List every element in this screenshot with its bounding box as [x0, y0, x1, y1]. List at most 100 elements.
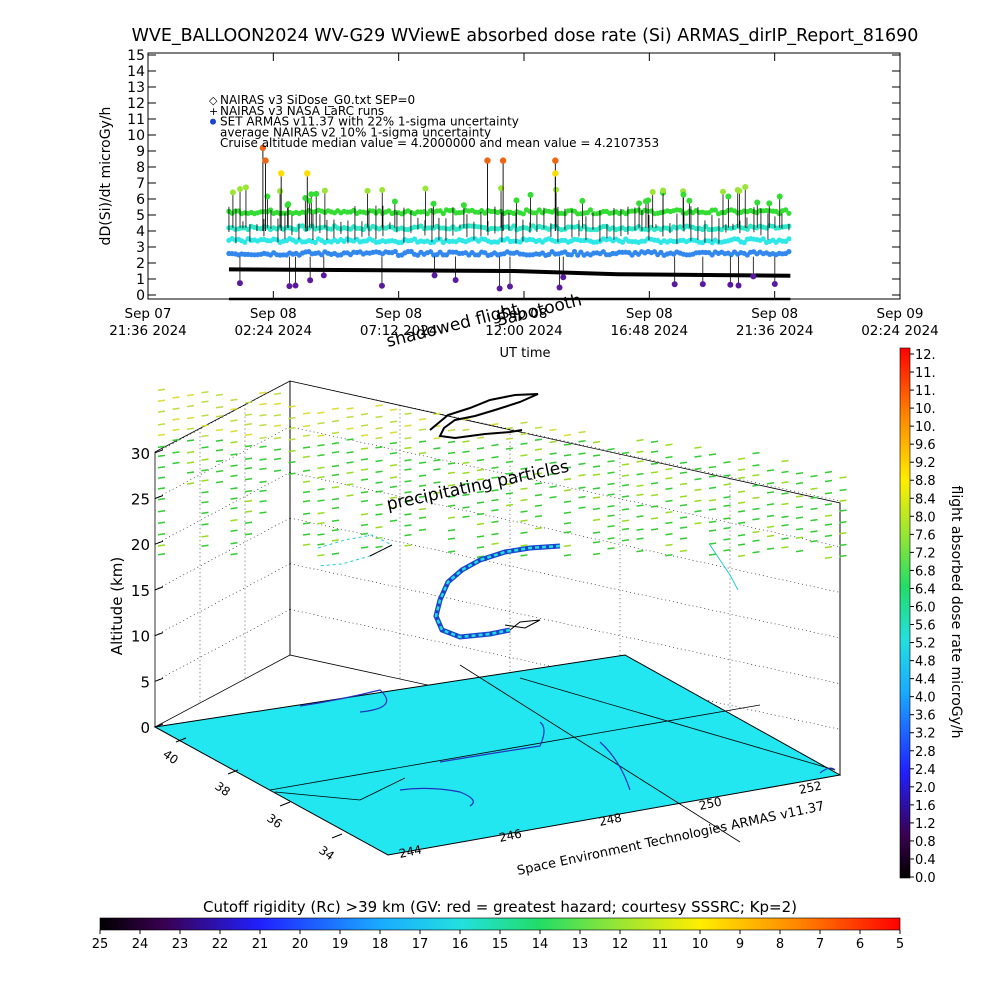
particle-dash — [578, 506, 586, 510]
particle-dash — [781, 470, 789, 474]
particle-dash — [476, 522, 485, 526]
particle-dash — [447, 471, 456, 475]
particle-dash — [215, 405, 224, 409]
particle-dash — [476, 501, 485, 504]
particle-dash — [186, 482, 195, 485]
particle-dash — [230, 398, 238, 402]
particle-dash — [636, 438, 644, 442]
particle-dash — [259, 445, 267, 448]
particle-dash — [781, 537, 789, 540]
dose-colorbar-tick-label: 6.4 — [915, 582, 936, 597]
particle-dash — [433, 458, 441, 462]
particle-dash — [215, 414, 224, 418]
particle-dash — [433, 436, 441, 440]
particle-dash — [679, 482, 688, 486]
dose-point — [660, 187, 667, 194]
dose-point — [742, 184, 749, 191]
particle-dash — [810, 518, 818, 522]
dose-colorbar-tick-label: 6.8 — [915, 564, 936, 579]
legend: ◇ NAIRAS v3 SiDose_G0.txt SEP=0+ NAIRAS v3… — [209, 93, 659, 150]
particle-dash — [563, 453, 572, 457]
particle-dash — [592, 440, 601, 444]
dose-point — [649, 189, 656, 196]
particle-dash — [491, 423, 499, 426]
particle-dash — [418, 516, 427, 520]
particle-dash — [491, 455, 499, 459]
particle-dash — [259, 500, 267, 503]
particle-dash — [288, 449, 296, 453]
particle-dash — [694, 488, 702, 492]
z-tick-label: 20 — [131, 536, 150, 554]
particle-dash — [273, 448, 282, 451]
dose-point — [744, 226, 750, 232]
nairas-dose-line — [228, 267, 791, 278]
particle-dash — [331, 552, 340, 556]
particle-dash — [230, 487, 238, 490]
particle-dash — [607, 514, 615, 517]
particle-dash — [462, 461, 470, 465]
particle-dash — [244, 521, 253, 525]
particle-dash — [781, 546, 789, 549]
particle-dash — [476, 490, 485, 494]
particle-dash — [317, 411, 325, 415]
dose-point — [725, 193, 732, 200]
dose-point — [712, 207, 718, 213]
particle-dash — [244, 532, 253, 536]
particle-dash — [172, 461, 180, 465]
particle-dash — [418, 451, 427, 455]
lat-tick-mark — [331, 833, 343, 839]
particle-dash — [433, 491, 441, 495]
particle-dash — [694, 477, 702, 481]
y-tick-label: 2 — [136, 256, 145, 272]
particle-dash — [447, 550, 456, 553]
rigidity-colorbar-tick-label: 25 — [92, 937, 109, 952]
particle-dash — [186, 439, 195, 442]
particle-dash — [317, 434, 325, 437]
legend-marker: + — [209, 105, 218, 118]
particle-dash — [534, 493, 543, 497]
z-tick-label: 30 — [131, 445, 150, 463]
particle-dash — [766, 469, 775, 472]
x-tick-date: Sep 08 — [375, 306, 422, 322]
particle-dash — [273, 424, 282, 427]
particle-dash — [839, 488, 847, 492]
particle-dash — [433, 447, 441, 450]
dose-point — [517, 239, 523, 245]
dose-spike-point — [277, 170, 285, 177]
dose-point — [786, 249, 792, 255]
particle-dash — [418, 484, 427, 487]
y-tick-label: 9 — [136, 144, 145, 160]
particle-dash — [578, 452, 586, 455]
dose-point — [422, 185, 429, 192]
dose-point — [571, 248, 578, 255]
dose-point — [379, 186, 386, 193]
particle-dash — [607, 471, 615, 475]
particle-dash — [418, 440, 427, 443]
particle-dash — [781, 481, 789, 484]
dose-colorbar-tick-label: 9.2 — [915, 456, 936, 471]
particle-dash — [520, 498, 528, 502]
particle-dash — [462, 418, 470, 421]
particle-dash — [476, 436, 485, 440]
particle-dash — [259, 402, 267, 406]
particle-dash — [621, 495, 630, 498]
particle-dash — [549, 428, 557, 432]
particle-dash — [244, 510, 253, 513]
particle-dash — [172, 396, 180, 399]
particle-dash — [781, 524, 789, 527]
particle-dash — [360, 512, 369, 516]
particle-dash — [839, 499, 847, 503]
particle-dash — [534, 514, 543, 518]
particle-dash — [404, 544, 412, 547]
particle-dash — [679, 495, 688, 498]
dose-point — [431, 272, 438, 279]
particle-dash — [636, 537, 644, 541]
dose-point — [328, 226, 334, 232]
particle-dash — [230, 419, 238, 422]
lat-tick-label: 36 — [264, 811, 285, 831]
particle-dash — [679, 526, 688, 529]
particle-dash — [317, 488, 325, 491]
particle-dash — [201, 458, 209, 461]
particle-dash — [302, 543, 311, 547]
particle-dash — [621, 474, 630, 477]
